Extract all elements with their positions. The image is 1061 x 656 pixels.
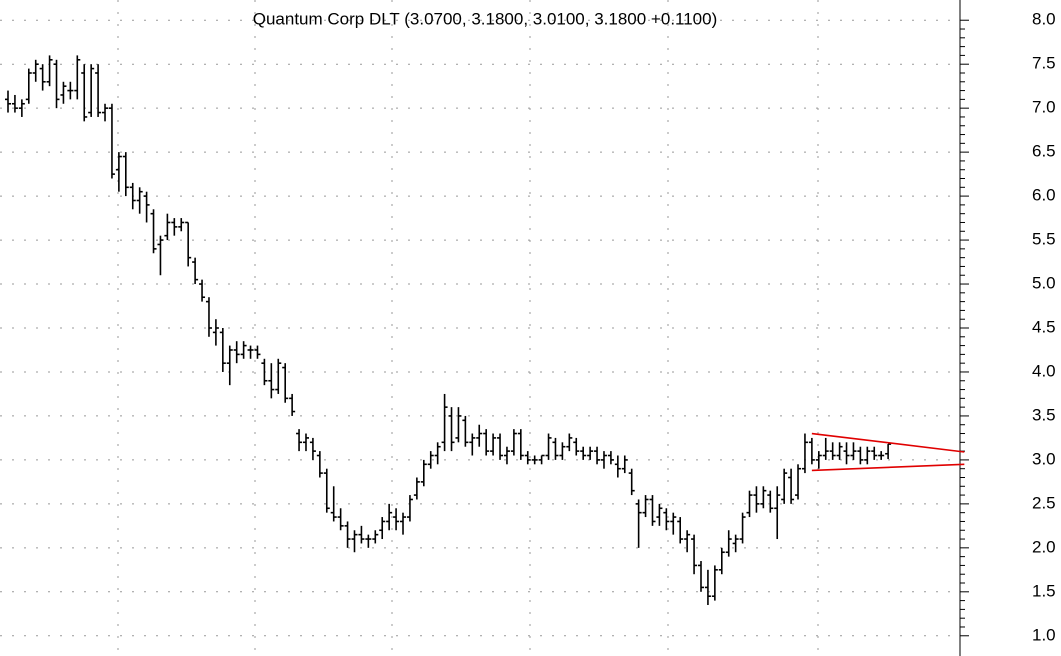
y-tick-label: 3.0	[1032, 449, 1056, 468]
trendline	[811, 463, 965, 472]
y-tick-label: 2.5	[1032, 493, 1056, 512]
y-tick-label: 6.5	[1032, 142, 1056, 161]
chart-title: Quantum Corp DLT (3.0700, 3.1800, 3.0100…	[253, 9, 718, 28]
y-tick-label: 2.0	[1032, 537, 1056, 556]
y-tick-label: 6.0	[1032, 186, 1056, 205]
y-tick-label: 8.0	[1032, 10, 1056, 29]
y-tick-label: 1.0	[1032, 625, 1056, 644]
y-tick-label: 7.5	[1032, 54, 1056, 73]
y-tick-label: 5.5	[1032, 230, 1056, 249]
trendline	[811, 432, 965, 453]
y-tick-label: 4.0	[1032, 361, 1056, 380]
y-tick-label: 4.5	[1032, 317, 1056, 336]
y-tick-label: 7.0	[1032, 98, 1056, 117]
y-tick-label: 1.5	[1032, 581, 1056, 600]
y-tick-label: 3.5	[1032, 405, 1056, 424]
y-tick-label: 5.0	[1032, 274, 1056, 293]
